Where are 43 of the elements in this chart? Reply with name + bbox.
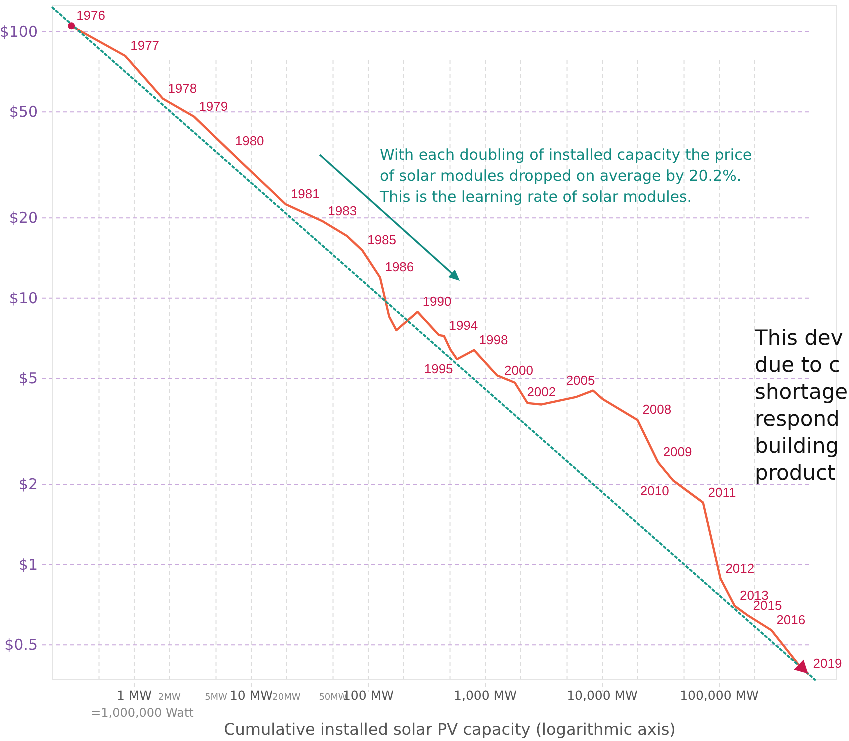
- annotation: 2012: [726, 560, 755, 576]
- y-tick-label: $50: [9, 103, 38, 122]
- y-tick-label: $1: [18, 556, 38, 574]
- text: =1,000,000 Watt: [91, 706, 194, 720]
- y-tick-label: $20: [9, 209, 38, 228]
- annotation: 1985: [368, 232, 396, 248]
- annotation: 1978: [168, 80, 198, 96]
- annotation: 1995: [424, 361, 454, 376]
- annotation: 2009: [663, 444, 692, 460]
- annotation: 2019: [813, 656, 842, 671]
- annotation: 2002: [527, 384, 556, 400]
- x-tick-label: 10,000 MW: [567, 688, 638, 703]
- annotation: 2011: [708, 484, 736, 500]
- annotation: 2005: [566, 372, 596, 388]
- annotation: 1979: [199, 98, 228, 114]
- annotation: 2008: [642, 402, 672, 418]
- annotation: 1986: [385, 260, 414, 275]
- annotation: With each doubling of installed capacity the price of solar modules dropped on average by 20.2%. This is the learning rate of solar modules.: [379, 146, 752, 206]
- annotation: 1977: [130, 38, 160, 54]
- annotation: 1990: [422, 294, 452, 310]
- x-tick-label: 1 MW: [116, 688, 152, 703]
- y-tick-label: $0.5: [4, 636, 38, 654]
- x-tick-label: 100,000 MW: [680, 688, 759, 703]
- y-tick-label: $5: [18, 370, 38, 388]
- y-tick-label: $10: [9, 289, 38, 308]
- annotation: 1983: [328, 204, 358, 219]
- x-tick-label: 2MW: [158, 693, 181, 703]
- x-tick-label: 10 MW: [230, 688, 273, 703]
- annotation: 2010: [640, 484, 670, 499]
- annotation: 1994: [449, 318, 478, 334]
- annotation: 1998: [479, 332, 508, 348]
- x-axis-title: Cumulative installed solar PV capacity (logarithmic axis): [224, 720, 676, 739]
- annotation: 1981: [290, 186, 320, 202]
- y-tick-label: $100: [0, 22, 38, 41]
- annotation: 1976: [76, 8, 106, 24]
- x-tick-label: 1,000 MW: [454, 688, 517, 703]
- x-tick-label: 5MW: [205, 693, 228, 703]
- annotation: 2000: [504, 362, 534, 378]
- y-tick-label: $2: [18, 476, 38, 494]
- annotation: This dev due to c shortage respond building product: [754, 326, 848, 485]
- annotation: 2016: [776, 612, 806, 628]
- x-tick-label: 20MW: [272, 693, 301, 703]
- annotation: 1980: [235, 134, 264, 149]
